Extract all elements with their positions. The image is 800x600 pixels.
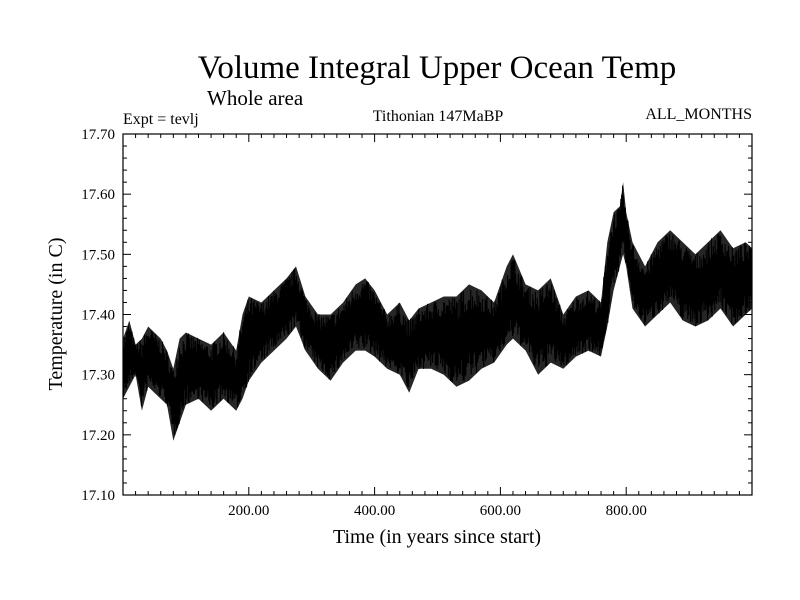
y-tick-label: 17.70 bbox=[81, 127, 115, 143]
y-tick-label: 17.10 bbox=[81, 488, 115, 504]
x-tick-label: 200.00 bbox=[228, 503, 269, 519]
series-envelope bbox=[123, 182, 752, 441]
y-axis-label: Temperature (in C) bbox=[45, 238, 67, 391]
y-tick-label: 17.50 bbox=[81, 247, 115, 263]
series-line bbox=[123, 185, 752, 436]
x-axis-label: Time (in years since start) bbox=[333, 526, 541, 548]
x-tick-label: 800.00 bbox=[606, 503, 647, 519]
y-tick-label: 17.60 bbox=[81, 187, 115, 203]
plot-frame bbox=[122, 133, 753, 496]
y-tick-label: 17.30 bbox=[81, 368, 115, 384]
months-label: ALL_MONTHS bbox=[645, 106, 752, 123]
series-layer bbox=[123, 182, 752, 441]
chart-title: Volume Integral Upper Ocean Temp bbox=[198, 50, 676, 86]
x-tick-label: 600.00 bbox=[480, 503, 521, 519]
y-tick-label: 17.20 bbox=[81, 428, 115, 444]
plot-area bbox=[123, 182, 752, 441]
x-tick-label: 400.00 bbox=[354, 503, 395, 519]
chart-subtitle: Whole area bbox=[207, 86, 304, 110]
x-axis-ticks: 200.00 400.00 600.00 800.00 bbox=[122, 134, 753, 519]
experiment-label: Expt = tevlj bbox=[123, 111, 199, 128]
y-tick-label: 17.40 bbox=[81, 308, 115, 324]
period-label: Tithonian 147MaBP bbox=[373, 108, 504, 125]
